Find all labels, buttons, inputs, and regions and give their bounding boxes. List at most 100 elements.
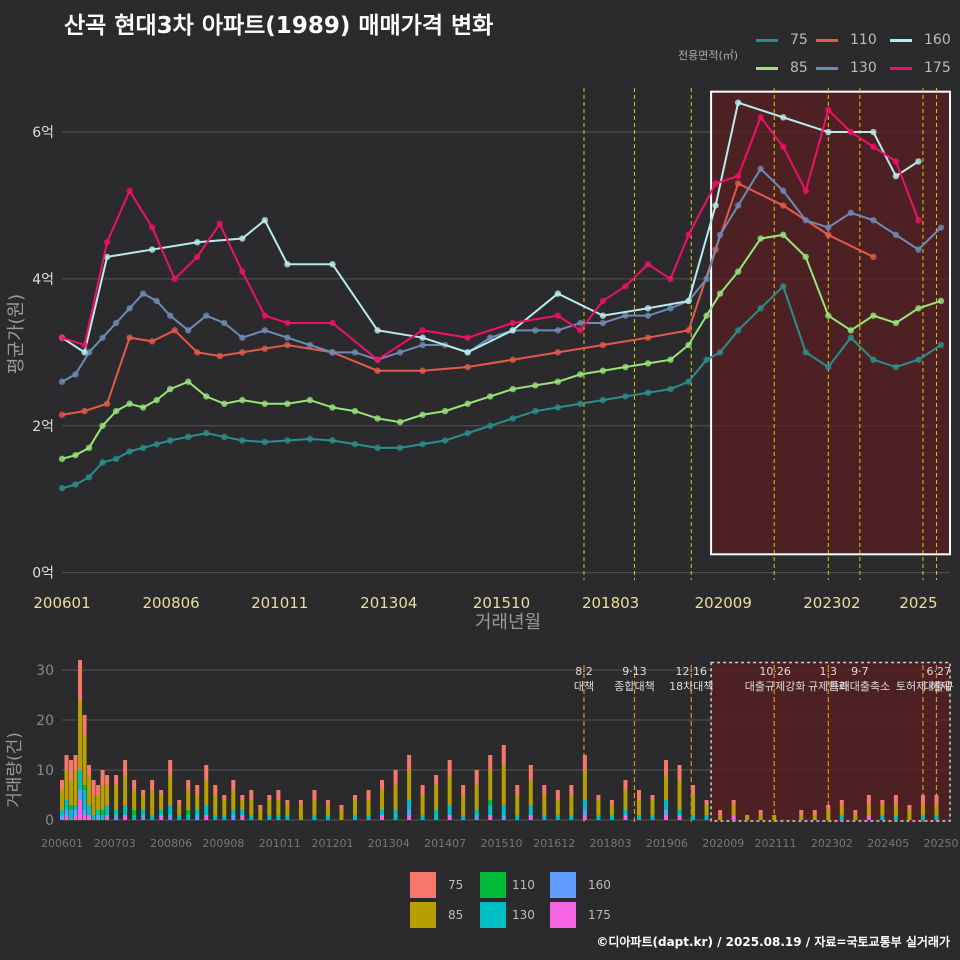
volume-bar-130	[542, 815, 547, 820]
volume-bar-130	[880, 815, 885, 820]
point-75	[937, 341, 945, 349]
volume-bar-75	[60, 780, 64, 790]
point-75	[374, 444, 381, 452]
legend-item-130: 130	[816, 60, 877, 76]
volume-bar-130	[231, 810, 236, 815]
point-160	[509, 327, 516, 334]
volume-bar-85	[461, 795, 466, 815]
volume-bar-85	[609, 805, 614, 815]
volume-bar-85	[542, 795, 547, 815]
y-axis-label: 거래량(건)	[5, 732, 25, 808]
volume-bar-75	[78, 660, 83, 700]
point-160	[892, 172, 900, 180]
point-85	[622, 363, 629, 371]
point-75	[599, 396, 607, 404]
point-110	[870, 253, 877, 261]
volume-bar-75	[213, 785, 218, 795]
point-75	[870, 356, 877, 363]
point-130	[780, 187, 787, 195]
volume-bar-175	[447, 815, 452, 820]
point-85	[487, 393, 494, 400]
volume-bar-75	[691, 785, 696, 795]
volume-bar-130	[312, 815, 317, 820]
point-85	[166, 385, 174, 393]
point-75	[396, 444, 404, 452]
volume-bar-130	[393, 810, 398, 820]
volume-bar-75	[434, 775, 439, 785]
point-130	[153, 297, 160, 305]
point-85	[509, 385, 516, 393]
volume-bar-130	[920, 815, 925, 820]
volume-bar-85	[213, 795, 218, 815]
volume-bar-130	[105, 805, 110, 815]
volume-bar-75	[64, 755, 69, 770]
point-75	[509, 415, 516, 422]
y-tick-label: 6억	[32, 125, 54, 141]
volume-bar-130	[515, 815, 520, 820]
volume-bar-130	[664, 800, 669, 810]
point-85	[126, 400, 133, 407]
volume-bar-75	[528, 765, 533, 780]
volume-bar-130	[114, 810, 119, 815]
volume-bar-85	[799, 815, 804, 820]
point-160	[685, 297, 692, 305]
volume-bar-85	[312, 800, 317, 815]
point-130	[396, 349, 404, 356]
volume-bar-130	[474, 810, 479, 815]
volume-bar-130	[893, 815, 898, 820]
volume-bar-130	[366, 815, 371, 820]
policy-event-label: 대출규제강화	[745, 680, 806, 693]
point-75	[306, 435, 314, 443]
volume-bar-85	[267, 800, 272, 815]
volume-bar-130	[177, 815, 182, 820]
volume-bar-175	[159, 815, 164, 820]
point-175	[194, 253, 201, 261]
point-75	[847, 334, 855, 341]
y-tick-label: 2억	[32, 419, 54, 435]
point-175	[644, 261, 652, 268]
volume-bar-85	[249, 800, 254, 815]
volume-bar-85	[664, 775, 669, 800]
volume-bar-85	[420, 795, 425, 815]
point-175	[870, 143, 877, 150]
point-160	[915, 158, 922, 165]
point-85	[112, 407, 120, 415]
point-175	[667, 275, 674, 283]
x-tick-label: 201906	[646, 837, 688, 850]
point-85	[239, 396, 246, 404]
x-tick-label: 200601	[33, 594, 90, 612]
volume-bar-85	[569, 795, 574, 815]
x-tick-label: 201803	[590, 837, 632, 850]
legend-swatch-130	[480, 902, 506, 928]
x-tick-label: 200703	[94, 837, 136, 850]
legend-swatch-75	[410, 872, 436, 898]
volume-bar-160	[582, 810, 587, 815]
point-160	[644, 305, 652, 312]
point-85	[284, 400, 291, 407]
policy-event-label: 규제완화	[808, 680, 848, 693]
point-75	[203, 429, 210, 437]
legend-item-110: 110	[816, 32, 877, 48]
volume-bar-130	[132, 815, 137, 820]
x-tick-label: 200601	[41, 837, 83, 850]
point-85	[577, 371, 584, 378]
point-75	[716, 349, 724, 356]
volume-bar-160	[231, 815, 236, 820]
point-110	[148, 338, 156, 345]
point-75	[139, 444, 147, 452]
x-tick-label: 202111	[755, 837, 797, 850]
point-130	[329, 349, 336, 356]
policy-date-label: 10·26	[759, 665, 791, 678]
volume-bar-130	[267, 815, 272, 820]
point-110	[194, 349, 201, 356]
volume-bar-130	[488, 805, 493, 815]
volume-bar-160	[474, 815, 479, 820]
volume-bar-85	[434, 785, 439, 810]
legend-swatch-85	[410, 902, 436, 928]
point-160	[554, 290, 562, 297]
volume-bar-75	[150, 780, 155, 790]
point-110	[509, 356, 516, 363]
point-85	[153, 396, 160, 404]
point-110	[239, 349, 246, 356]
point-175	[284, 319, 291, 327]
